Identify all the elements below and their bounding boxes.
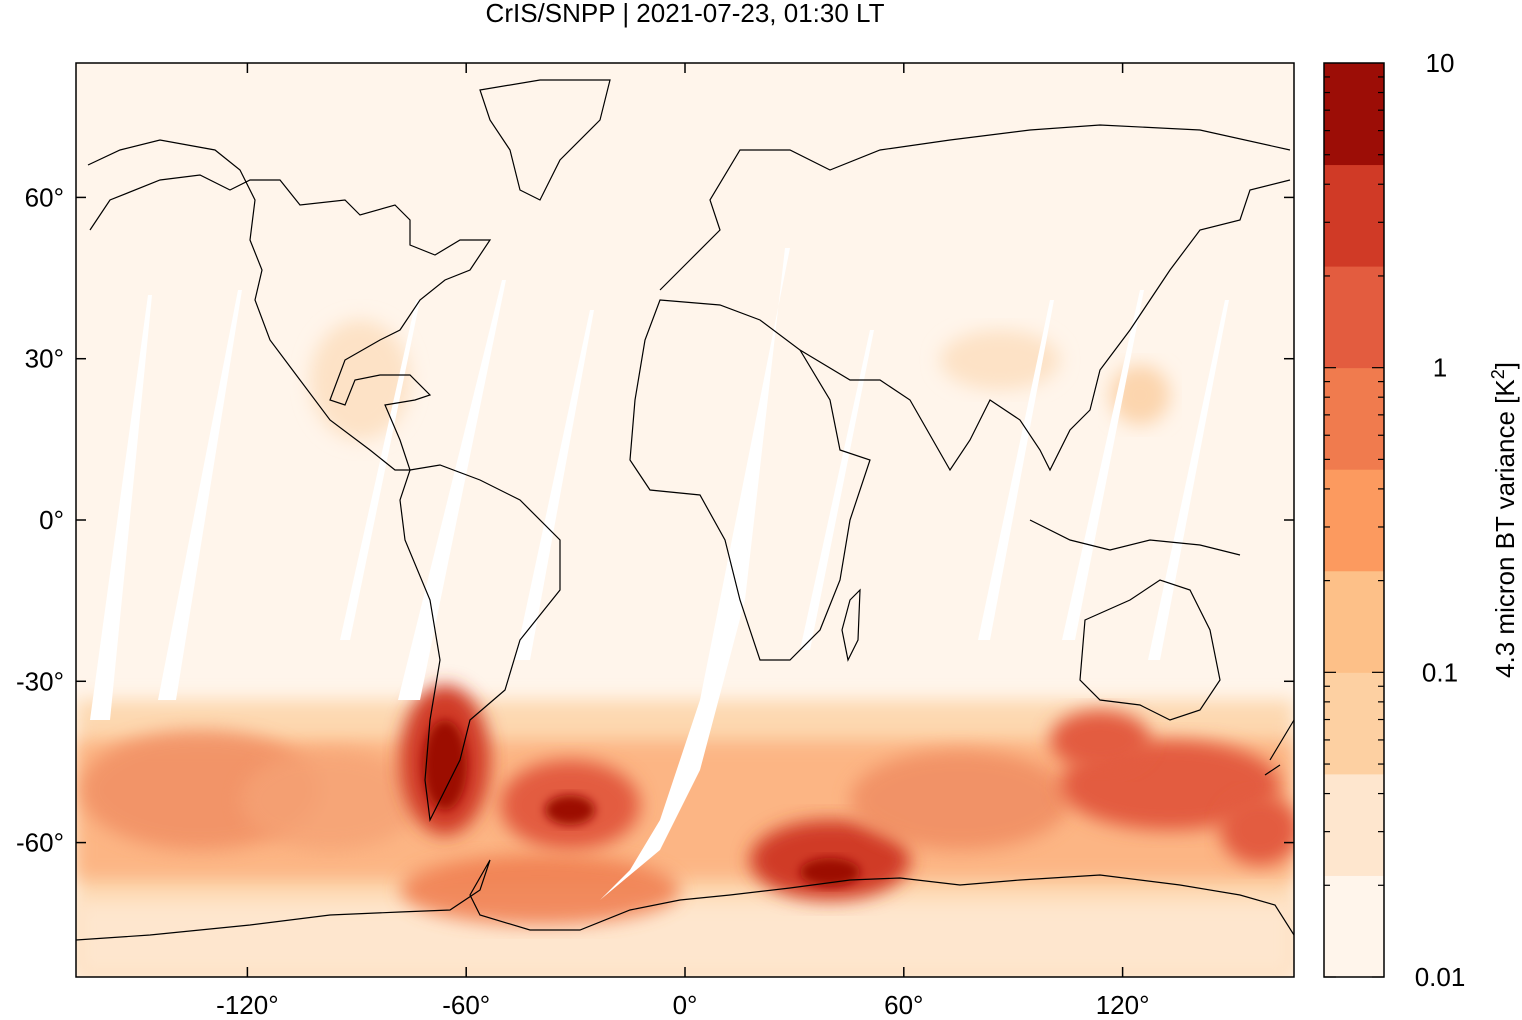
colorbar-label: 4.3 micron BT variance [K2] xyxy=(1488,362,1520,678)
colorbar-band xyxy=(1324,164,1384,267)
y-tick-label: -30° xyxy=(16,666,64,696)
africa-coast xyxy=(629,299,871,661)
chart-title: CrIS/SNPP | 2021-07-23, 01:30 LT xyxy=(486,0,885,28)
colorbar-band xyxy=(1324,63,1384,166)
colorbar-band xyxy=(1324,266,1384,369)
asia-coast xyxy=(799,179,1291,472)
orbit-gap xyxy=(90,295,152,720)
australia-coast xyxy=(1079,579,1221,721)
orbit-gap xyxy=(1062,290,1144,640)
orbit-gap xyxy=(800,330,874,650)
x-tick-label: -120° xyxy=(216,990,278,1020)
north-america-coast xyxy=(87,139,492,471)
colorbar-band xyxy=(1324,367,1384,470)
coastlines xyxy=(76,79,1294,941)
orbit-gap xyxy=(158,290,242,700)
x-tick-label: 120° xyxy=(1096,990,1150,1020)
south-indian-patch xyxy=(850,750,1070,850)
variance-field xyxy=(76,320,1294,977)
madagascar-coast xyxy=(841,588,861,662)
greenland-coast xyxy=(479,79,611,201)
orbit-gap xyxy=(978,300,1054,640)
colorbar-band xyxy=(1324,469,1384,572)
pacific-patch-east xyxy=(240,750,420,850)
antarctic-plateau xyxy=(76,900,1294,977)
x-tick-label: 0° xyxy=(673,990,698,1020)
andes-core xyxy=(423,720,467,810)
new-zealand-patch xyxy=(1220,795,1294,865)
colorbar-tick-label: 10 xyxy=(1426,48,1455,78)
colorbar-tick-label: 0.1 xyxy=(1422,657,1458,687)
europe-coast xyxy=(659,124,1291,291)
orbit-gap xyxy=(600,248,790,900)
weddell-patch xyxy=(400,855,680,925)
colorbar-tick-label: 0.01 xyxy=(1415,962,1466,992)
orbit-gap xyxy=(515,310,594,660)
orbit-gap xyxy=(1148,300,1229,660)
orbit-gap xyxy=(398,280,506,700)
south-atlantic-core xyxy=(545,795,595,825)
south-australia-patch xyxy=(1050,710,1150,770)
colorbar-bands xyxy=(1324,63,1384,978)
south-america-coast xyxy=(399,464,561,823)
x-tick-label: 60° xyxy=(884,990,923,1020)
colorbar-tick-label: 1 xyxy=(1433,353,1447,383)
y-tick-label: 0° xyxy=(39,505,64,535)
north-america-patch xyxy=(310,320,410,440)
colorbar-band xyxy=(1324,672,1384,775)
new-zealand-coast xyxy=(1264,719,1294,776)
colorbar: 10 1 0.1 0.01 4.3 micron BT variance [K2] xyxy=(1323,48,1520,992)
indian-ocean-core xyxy=(800,858,860,886)
y-axis: 60° 30° 0° -30° -60° xyxy=(16,182,1294,858)
y-tick-label: -60° xyxy=(16,828,64,858)
colorbar-frame xyxy=(1323,62,1385,978)
y-tick-label: 60° xyxy=(25,182,64,212)
indonesia-coast xyxy=(1029,519,1241,556)
colorbar-band xyxy=(1324,773,1384,876)
x-axis: -120° -60° 0° 60° 120° xyxy=(216,63,1149,1020)
orbit-gap xyxy=(340,300,420,640)
colorbar-ticks: 10 1 0.1 0.01 xyxy=(1324,48,1465,992)
antarctica-coast xyxy=(76,859,1294,941)
y-tick-label: 30° xyxy=(25,344,64,374)
orbit-gaps xyxy=(90,248,1229,900)
colorbar-band xyxy=(1324,570,1384,673)
plot-area xyxy=(76,63,1294,977)
colorbar-band xyxy=(1324,875,1384,978)
x-tick-label: -60° xyxy=(442,990,490,1020)
asia-patch xyxy=(940,330,1060,390)
